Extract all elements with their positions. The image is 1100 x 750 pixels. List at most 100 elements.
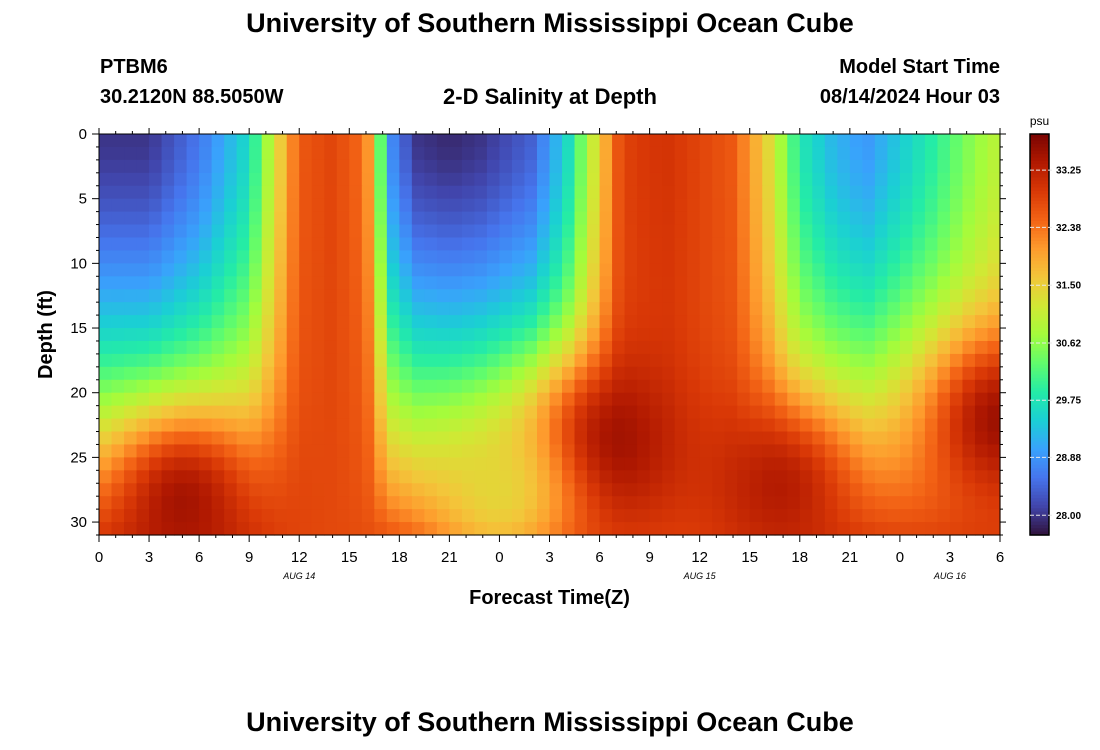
heatmap-cell: [737, 483, 751, 497]
heatmap-cell: [987, 289, 1001, 303]
heatmap-cell: [311, 483, 325, 497]
heatmap-cell: [349, 483, 363, 497]
colorbar-segment: [1030, 478, 1049, 483]
heatmap-cell: [349, 263, 363, 277]
heatmap-cell: [336, 315, 350, 329]
heatmap-cell: [349, 457, 363, 471]
heatmap-cell: [474, 470, 488, 484]
heatmap-cell: [311, 392, 325, 407]
colorbar-segment: [1030, 247, 1049, 252]
heatmap-cell: [199, 198, 213, 213]
heatmap-cell: [499, 134, 513, 148]
heatmap-cell: [587, 302, 601, 316]
heatmap-cell: [461, 302, 476, 316]
heatmap-cell: [361, 496, 375, 510]
heatmap-cell: [386, 431, 400, 446]
heatmap-cell: [536, 276, 551, 290]
heatmap-cell: [899, 134, 913, 148]
heatmap-cell: [299, 237, 313, 252]
heatmap-cell: [499, 159, 513, 174]
heatmap-cell: [812, 444, 826, 458]
heatmap-cell: [649, 353, 663, 368]
colorbar-tick-label: 33.25: [1056, 166, 1081, 177]
heatmap-cell: [574, 263, 588, 277]
heatmap-cell: [461, 328, 476, 342]
heatmap-cell: [712, 509, 726, 523]
heatmap-cell: [511, 470, 526, 484]
heatmap-cell: [737, 522, 751, 536]
heatmap-cell: [311, 263, 325, 277]
heatmap-cell: [161, 276, 175, 290]
heatmap-cell: [161, 250, 175, 264]
heatmap-cell: [624, 289, 638, 303]
heatmap-cell: [111, 328, 125, 342]
heatmap-cell: [699, 159, 713, 174]
heatmap-cell: [612, 159, 626, 174]
heatmap-cell: [274, 379, 288, 394]
heatmap-cell: [624, 444, 638, 458]
heatmap-cell: [599, 509, 613, 523]
heatmap-cell: [774, 444, 788, 458]
heatmap-cell: [399, 198, 413, 213]
heatmap-cell: [874, 224, 888, 239]
heatmap-cell: [574, 470, 588, 484]
heatmap-cell: [787, 392, 801, 407]
heatmap-cell: [149, 483, 163, 497]
heatmap-cell: [712, 172, 726, 187]
heatmap-cell: [386, 418, 400, 433]
heatmap-cell: [874, 509, 888, 523]
heatmap-cell: [249, 353, 263, 368]
heatmap-cell: [524, 289, 538, 303]
colorbar-segment: [1030, 357, 1049, 362]
heatmap-cell: [749, 392, 763, 407]
heatmap-cell: [161, 457, 175, 471]
heatmap-cell: [899, 353, 913, 368]
heatmap-cell: [699, 483, 713, 497]
heatmap-cell: [136, 379, 150, 394]
heatmap-cell: [924, 263, 939, 277]
colorbar-segment: [1030, 511, 1049, 516]
heatmap-cell: [949, 134, 964, 148]
heatmap-cell: [749, 522, 763, 536]
heatmap-cell: [149, 315, 163, 329]
heatmap-cell: [587, 405, 601, 420]
heatmap-cell: [662, 444, 676, 458]
heatmap-cell: [99, 159, 113, 174]
heatmap-cell: [674, 405, 688, 420]
heatmap-cell: [411, 379, 425, 394]
heatmap-cell: [161, 198, 175, 213]
colorbar-segment: [1030, 164, 1049, 169]
heatmap-cell: [837, 509, 851, 523]
heatmap-cell: [499, 366, 513, 381]
heatmap-cell: [411, 522, 425, 536]
heatmap-cell: [361, 509, 375, 523]
heatmap-cell: [812, 198, 826, 213]
heatmap-cell: [562, 405, 576, 420]
heatmap-cell: [111, 522, 125, 536]
heatmap-cell: [424, 483, 438, 497]
heatmap-cell: [612, 211, 626, 226]
heatmap-cell: [949, 444, 964, 458]
heatmap-cell: [599, 522, 613, 536]
x-tick-label: 21: [841, 549, 858, 566]
heatmap-cell: [912, 185, 926, 200]
heatmap-cell: [174, 496, 188, 510]
heatmap-cell: [874, 353, 888, 368]
heatmap-cell: [887, 483, 901, 497]
heatmap-cell: [962, 392, 976, 407]
heatmap-cell: [587, 483, 601, 497]
heatmap-cell: [511, 392, 526, 407]
heatmap-cell: [787, 470, 801, 484]
heatmap-cell: [824, 418, 838, 433]
heatmap-cell: [612, 444, 626, 458]
heatmap-cell: [549, 211, 563, 226]
heatmap-cell: [224, 496, 238, 510]
heatmap-cell: [587, 431, 601, 446]
heatmap-cell: [374, 509, 388, 523]
heatmap-cell: [874, 340, 888, 355]
heatmap-cell: [924, 470, 939, 484]
heatmap-cell: [912, 224, 926, 239]
heatmap-cell: [324, 146, 338, 161]
heatmap-cell: [411, 185, 425, 200]
heatmap-cell: [612, 431, 626, 446]
